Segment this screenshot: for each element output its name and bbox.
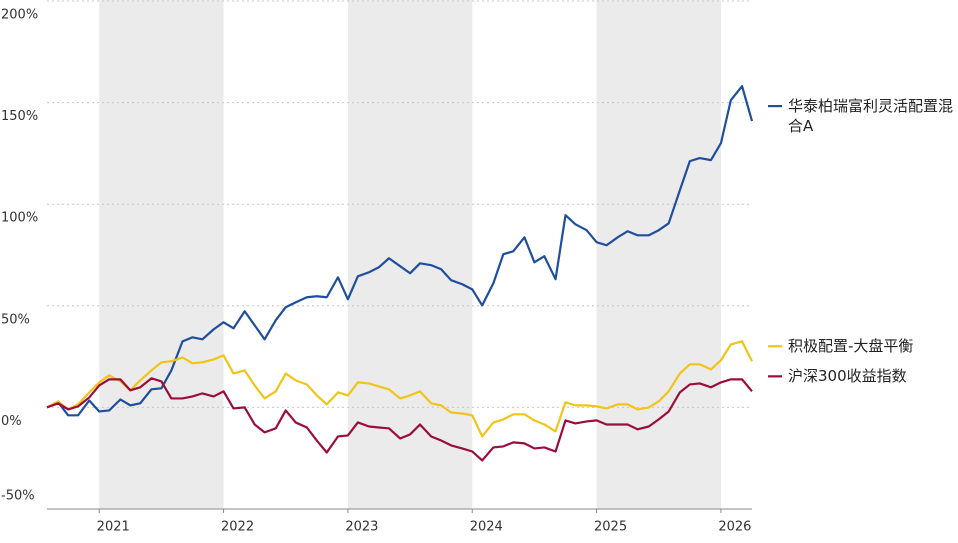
x-tick-label: 2021 — [97, 520, 130, 535]
year-band — [596, 0, 721, 509]
legend-label: 华泰柏瑞富利灵活配置混合A — [788, 97, 954, 136]
x-tick-label: 2022 — [221, 520, 254, 535]
series-line — [46, 340, 753, 438]
x-tick-label: 2023 — [345, 520, 378, 535]
y-tick-label: 100% — [1, 211, 38, 226]
y-tick-label: -50% — [1, 489, 35, 504]
y-tick-label: 50% — [1, 312, 30, 327]
x-tick-label: 2025 — [594, 520, 627, 535]
x-tick-label: 2026 — [718, 520, 751, 535]
legend-label: 沪深300收益指数 — [788, 367, 907, 386]
series-line — [46, 85, 754, 417]
y-tick-label: 150% — [1, 109, 38, 124]
x-tick-label: 2024 — [470, 520, 503, 535]
y-tick-label: 0% — [1, 414, 22, 429]
series-line — [46, 377, 753, 462]
y-tick-label: 200% — [1, 8, 38, 23]
year-band — [347, 0, 473, 509]
legend-label: 积极配置-大盘平衡 — [788, 337, 914, 356]
year-band — [99, 0, 224, 509]
